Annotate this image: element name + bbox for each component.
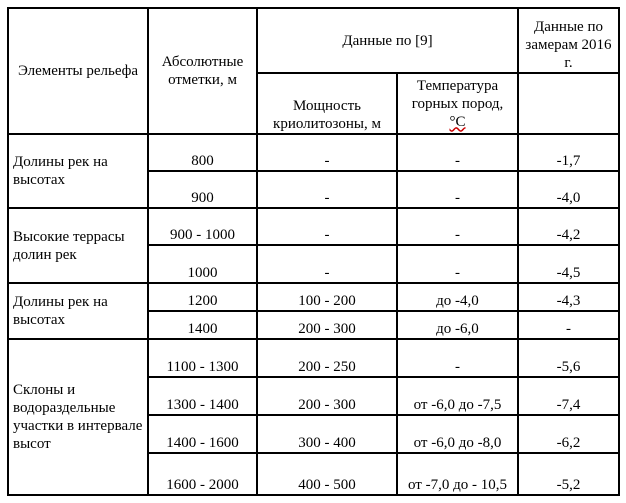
thickness-cell: 300 - 400: [256, 414, 398, 454]
thickness-cell: 200 - 300: [256, 376, 398, 416]
table-row: 1300 - 1400 200 - 300 от -6,0 до -7,5 -7,4: [8, 376, 620, 416]
thickness-cell: 200 - 250: [256, 338, 398, 378]
measured-cell: -: [517, 310, 620, 340]
altitude-cell: 1400 - 1600: [147, 414, 258, 454]
header-relief: Элементы рельефа: [7, 7, 149, 135]
measured-cell: -7,4: [517, 376, 620, 416]
measured-cell: -5,2: [517, 452, 620, 496]
relief-element: Долины рек на высотах: [7, 133, 149, 209]
header-temperature-unit: °С: [449, 113, 466, 130]
table-row: Высокие террасы долин рек 900 - 1000- - -4,…: [7, 207, 620, 284]
measured-cell: -1,7: [517, 133, 620, 172]
altitude-cell: 900 - 1000: [147, 207, 258, 246]
measured-cell: -6,2: [517, 414, 620, 454]
altitude-cell: 900: [147, 170, 258, 209]
thickness-cell: 400 - 500: [256, 452, 398, 496]
temperature-cell: -: [396, 244, 519, 284]
altitude-cell: 1400: [147, 310, 258, 340]
relief-element: Высокие террасы долин рек: [7, 207, 149, 284]
altitude-cell: 1200: [147, 282, 258, 312]
header-measure-2016: Данные по замерам 2016 г.: [517, 7, 620, 74]
header-group: Данные по [9]: [256, 7, 519, 74]
temperature-cell: от -7,0 до - 10,5: [396, 452, 519, 496]
altitude-cell: 1300 - 1400: [147, 376, 258, 416]
altitude-cell: 800: [147, 133, 258, 172]
table-row: Долины рек на высотах 800- - -1,7: [7, 133, 620, 209]
measured-cell: -4,3: [517, 282, 620, 312]
temperature-cell: до -6,0: [396, 310, 519, 340]
relief-element: Долины рек на высотах: [7, 282, 149, 340]
temperature-cell: -: [396, 207, 519, 246]
thickness-cell: -: [256, 170, 398, 209]
header-altitude: Абсолютные отметки, м: [147, 7, 258, 135]
header-temperature-text: Температура горных пород,: [411, 77, 504, 112]
temperature-cell: от -6,0 до -7,5: [396, 376, 519, 416]
measured-cell: -5,6: [517, 338, 620, 378]
header-empty: [517, 72, 620, 135]
temperature-cell: до -4,0: [396, 282, 519, 312]
thickness-cell: -: [256, 244, 398, 284]
table-row: 900- - -4,0: [8, 170, 620, 209]
measured-cell: -4,0: [517, 170, 620, 209]
altitude-cell: 1000: [147, 244, 258, 284]
thickness-cell: 100 - 200: [256, 282, 398, 312]
table-row: Склоны и водораздельные участки в интерв…: [7, 338, 620, 496]
temperature-cell: -: [396, 170, 519, 209]
temperature-cell: -: [396, 338, 519, 378]
measured-cell: -4,5: [517, 244, 620, 284]
measured-cell: -4,2: [517, 207, 620, 246]
table-row: 1400 - 1600 300 - 400 от -6,0 до -8,0 -6,2: [8, 414, 620, 454]
thickness-cell: 200 - 300: [256, 310, 398, 340]
table-row: 1400 200 - 300 до -6,0-: [8, 310, 620, 340]
temperature-cell: от -6,0 до -8,0: [396, 414, 519, 454]
relief-element: Склоны и водораздельные участки в интерв…: [7, 338, 149, 496]
altitude-cell: 1600 - 2000: [147, 452, 258, 496]
table-row: Долины рек на высотах 1200 100 - 200 до -4,…: [7, 282, 620, 340]
thickness-cell: -: [256, 133, 398, 172]
thickness-cell: -: [256, 207, 398, 246]
header-temperature: Температура горных пород, °С: [396, 72, 519, 135]
temperature-cell: -: [396, 133, 519, 172]
permafrost-table: Элементы рельефа Абсолютные отметки, м Д…: [7, 7, 620, 496]
header-thickness: Мощность криолитозоны, м: [256, 72, 398, 135]
table-row: 1000- - -4,5: [8, 244, 620, 284]
altitude-cell: 1100 - 1300: [147, 338, 258, 378]
table-row: 1600 - 2000 400 - 500 от -7,0 до - 10,5 -5,…: [8, 452, 620, 496]
